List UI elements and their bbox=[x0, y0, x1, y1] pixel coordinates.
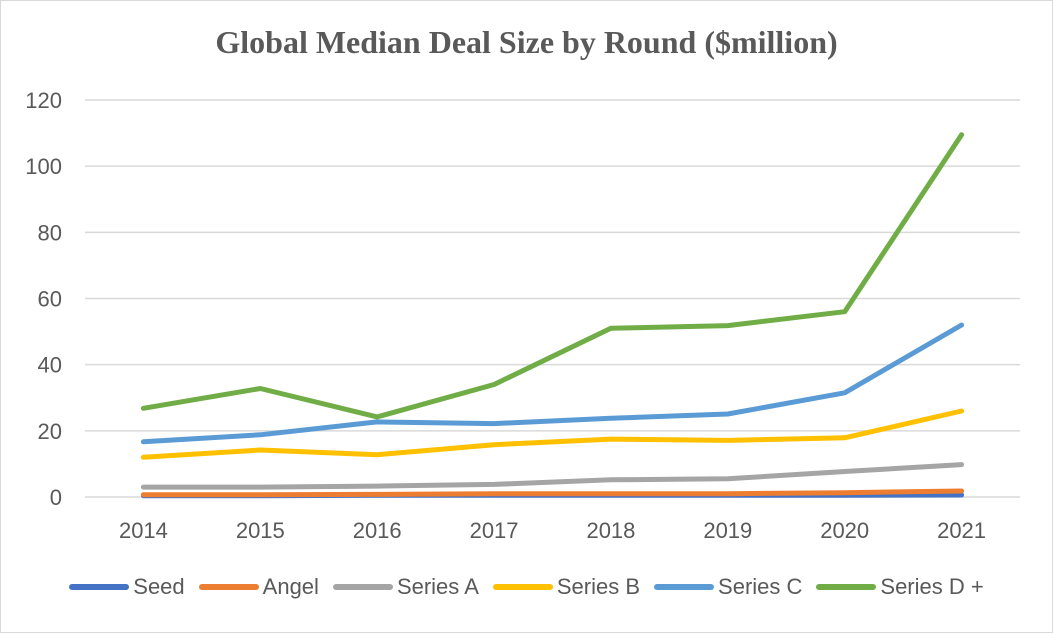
legend-label: Series A bbox=[396, 574, 479, 599]
x-tick-label: 2018 bbox=[586, 518, 635, 543]
legend-swatch bbox=[492, 584, 553, 590]
x-tick-label: 2017 bbox=[470, 518, 519, 543]
series-line bbox=[140, 408, 965, 460]
legend-swatch bbox=[198, 584, 259, 590]
series-line bbox=[140, 462, 965, 490]
legend-swatch bbox=[69, 584, 130, 590]
x-tick-label: 2020 bbox=[820, 518, 869, 543]
axes: 0 20 40 60 80 100 120 2014 2015 2016 2017 2018 2019 2… bbox=[25, 88, 1020, 543]
series-line bbox=[140, 132, 965, 420]
y-tick-label: 20 bbox=[38, 419, 62, 444]
y-tick-label: 100 bbox=[25, 154, 62, 179]
series-angel bbox=[140, 488, 965, 498]
series-series-a bbox=[140, 462, 965, 490]
x-tick-label: 2016 bbox=[353, 518, 402, 543]
series-line bbox=[140, 322, 965, 445]
x-tick-label: 2014 bbox=[119, 518, 168, 543]
series-lines bbox=[140, 132, 965, 499]
series-series-b bbox=[140, 408, 965, 460]
legend-swatch bbox=[654, 584, 715, 590]
series-line bbox=[140, 488, 965, 498]
x-tick-label: 2019 bbox=[703, 518, 752, 543]
y-tick-label: 80 bbox=[38, 220, 62, 245]
y-tick-label: 0 bbox=[50, 485, 62, 510]
x-tick-label: 2015 bbox=[236, 518, 285, 543]
legend-label: Angel bbox=[262, 574, 319, 599]
legend-label: Series B bbox=[556, 574, 641, 599]
chart-legend: Seed Angel Series A Series B Series C Series … bbox=[0, 574, 1053, 600]
legend-label: Series C bbox=[718, 574, 803, 599]
series-series-c bbox=[140, 322, 965, 445]
y-tick-label: 120 bbox=[25, 88, 62, 113]
legend-swatch bbox=[816, 584, 877, 590]
legend-swatch bbox=[332, 584, 393, 590]
y-tick-label: 60 bbox=[38, 287, 62, 312]
legend-label: Seed bbox=[133, 574, 185, 599]
legend-item: Seed bbox=[69, 574, 185, 600]
legend-item: Series A bbox=[332, 574, 479, 600]
legend-item: Series D + bbox=[816, 574, 984, 600]
legend-item: Series C bbox=[654, 574, 802, 600]
y-tick-label: 40 bbox=[38, 353, 62, 378]
series-series-d bbox=[140, 132, 965, 420]
x-tick-label: 2021 bbox=[937, 518, 986, 543]
chart-title: Global Median Deal Size by Round ($milli… bbox=[215, 24, 838, 60]
legend-item: Series B bbox=[492, 574, 641, 600]
legend-label: Series D + bbox=[880, 574, 984, 599]
legend-item: Angel bbox=[198, 574, 319, 600]
gridlines bbox=[85, 99, 1020, 432]
